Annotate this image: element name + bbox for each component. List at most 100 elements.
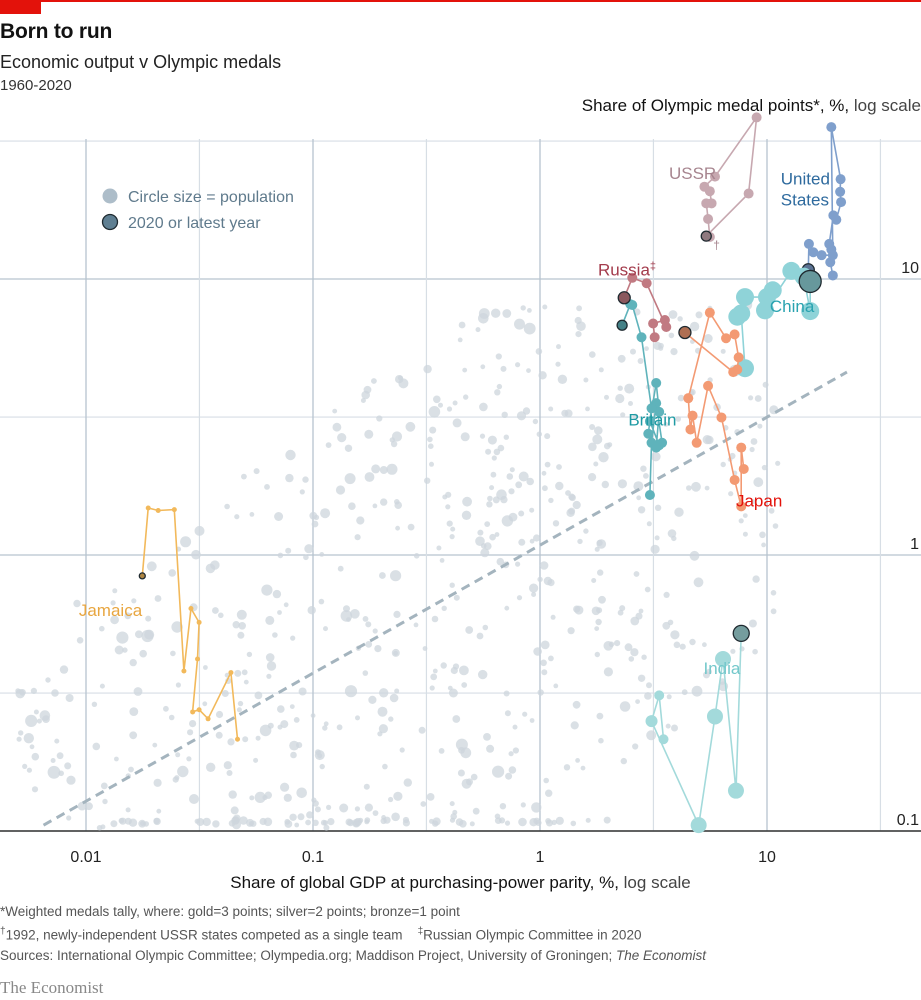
background-point [352,818,361,828]
background-point [236,707,242,713]
background-point [518,817,527,827]
background-point [742,513,748,518]
background-point [254,791,266,804]
background-point [58,770,64,777]
background-point [495,353,502,360]
background-point [508,766,517,774]
background-point [430,673,438,681]
background-point [768,507,775,514]
sources-text: Sources: International Olympic Committee… [0,947,617,963]
background-point [372,503,378,509]
background-point [175,682,181,688]
background-point [372,810,379,816]
background-point [550,614,556,620]
background-point [509,467,515,473]
background-point [641,654,647,660]
background-point [226,770,233,776]
background-point [398,378,409,389]
point-ussr [751,112,762,123]
background-point [594,651,600,658]
background-point [65,694,74,702]
background-point [29,744,35,750]
background-point [428,443,434,450]
background-point [303,554,309,561]
background-point [259,817,267,826]
double-dagger-mark: ‡ [417,926,424,937]
background-point [494,817,502,824]
background-point [372,628,378,634]
background-point [306,811,314,819]
background-point [290,751,297,759]
background-point [617,385,623,391]
background-point [640,465,647,472]
background-point [496,383,503,390]
background-point [39,710,51,721]
point-japan [685,424,696,435]
background-point [529,583,539,593]
point-india [658,734,669,745]
background-point [33,709,39,715]
footnote-ussr: 1992, newly-independent USSR states comp… [5,927,403,943]
background-point [673,641,681,649]
latest-point-india [732,624,750,643]
background-point [567,627,575,635]
background-point [705,435,714,445]
point-britain [636,332,647,343]
background-point [596,607,603,614]
background-point [670,348,678,356]
background-point [145,615,152,622]
background-point [637,506,646,514]
background-point [522,711,528,717]
background-point [671,535,677,542]
background-point [568,493,576,501]
background-point [461,682,468,688]
point-japan [704,307,715,318]
background-point [501,411,508,418]
background-point [224,503,230,510]
background-point [234,514,240,520]
background-point [577,538,583,545]
background-point [47,765,61,779]
background-point [374,645,382,653]
background-point [551,819,557,826]
background-point [339,803,349,813]
point-japan [733,352,744,363]
background-point [674,507,684,517]
background-point [457,337,463,343]
background-point [450,666,458,675]
background-point [453,594,460,601]
point-jamaica [155,507,161,513]
point-russia [649,332,660,343]
point-united-states [835,174,846,185]
background-point [542,304,548,310]
footnote-russia: Russian Olympic Committee in 2020 [423,927,642,943]
series-group: USSR † United States China Japan Britain Russia… [79,112,847,834]
background-point [503,690,510,697]
background-point [285,547,292,554]
background-point [458,321,466,329]
background-point [249,512,255,517]
background-point [677,394,685,402]
background-point [187,729,194,736]
background-point [651,451,661,462]
x-axis-label-scale: log scale [623,873,691,892]
background-point [480,548,490,558]
background-point [452,715,461,723]
background-point [668,332,675,339]
background-point [323,626,328,632]
background-point [596,539,607,549]
background-point [548,406,554,412]
point-india [645,715,658,728]
background-point [438,402,443,408]
background-point [139,649,147,658]
background-point [484,521,491,527]
latest-point-russia [617,291,631,305]
background-point [379,688,389,698]
background-point [319,763,325,770]
sources-italic: The Economist [616,947,707,963]
background-point [681,689,688,696]
background-point [196,818,205,826]
background-point [212,820,220,828]
background-point [489,485,495,491]
background-point [294,822,300,828]
